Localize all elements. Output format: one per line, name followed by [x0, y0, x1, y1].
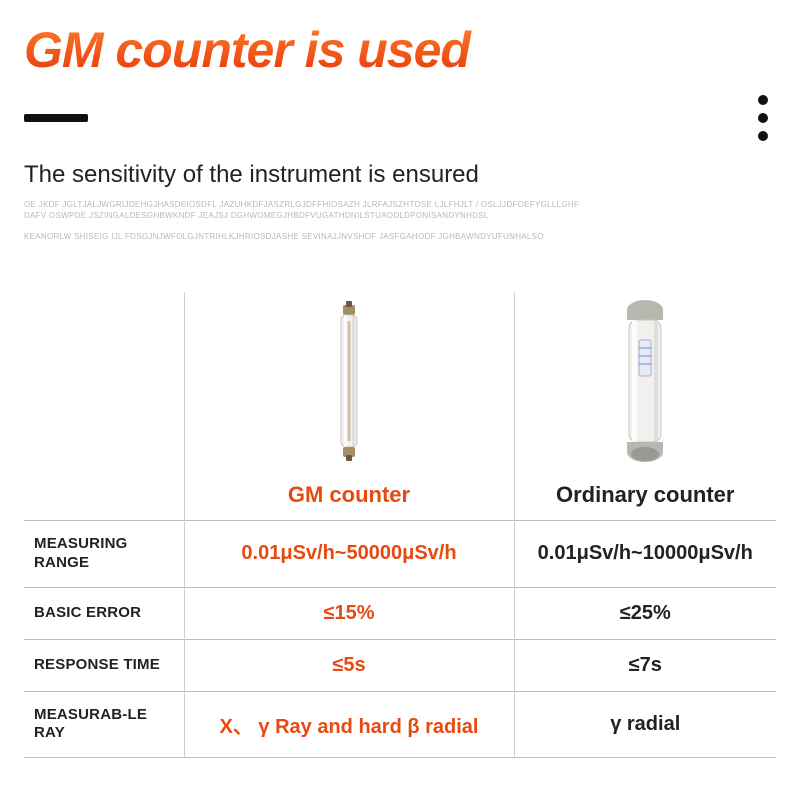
row-label: RESPONSE TIME: [24, 639, 184, 691]
ordinary-column-header: Ordinary counter: [514, 472, 776, 521]
title-decoration-row: [24, 95, 776, 141]
gm-column-header: GM counter: [184, 472, 514, 521]
row-label: BASIC ERROR: [24, 587, 184, 639]
gm-tube-icon: [327, 301, 371, 461]
gm-value: 0.01μSv/h~50000μSv/h: [184, 521, 514, 588]
ordinary-value: γ radial: [514, 691, 776, 758]
gm-value: ≤15%: [184, 587, 514, 639]
decorative-microtext-1: OE JKDF JGLTJALJWGRIJDEHGJHASDEIOSDFL JA…: [24, 199, 584, 221]
kebab-dots-icon: [758, 95, 776, 141]
ordinary-counter-image-cell: [514, 292, 776, 472]
ordinary-value: ≤25%: [514, 587, 776, 639]
ordinary-value: ≤7s: [514, 639, 776, 691]
table-row: MEASURAB-LE RAY X、 γ Ray and hard β radi…: [24, 691, 776, 758]
row-label: MEASURING RANGE: [24, 521, 184, 588]
gm-value: X、 γ Ray and hard β radial: [184, 691, 514, 758]
product-image-row: [24, 292, 776, 472]
decorative-microtext-2: KEANORLW SHISEIG IJL FDSGJNJWFOLGJNTRIHL…: [24, 231, 584, 242]
table-row: MEASURING RANGE 0.01μSv/h~50000μSv/h 0.0…: [24, 521, 776, 588]
product-name-row: GM counter Ordinary counter: [24, 472, 776, 521]
subtitle: The sensitivity of the instrument is ens…: [24, 161, 776, 189]
comparison-table: GM counter Ordinary counter MEASURING RA…: [24, 292, 776, 758]
page-title: GM counter is used: [24, 24, 776, 77]
table-row: RESPONSE TIME ≤5s ≤7s: [24, 639, 776, 691]
gm-counter-image-cell: [184, 292, 514, 472]
ordinary-value: 0.01μSv/h~10000μSv/h: [514, 521, 776, 588]
ordinary-tube-icon: [610, 296, 680, 466]
gm-value: ≤5s: [184, 639, 514, 691]
row-label: MEASURAB-LE RAY: [24, 691, 184, 758]
table-row: BASIC ERROR ≤15% ≤25%: [24, 587, 776, 639]
title-underline: [24, 114, 88, 122]
